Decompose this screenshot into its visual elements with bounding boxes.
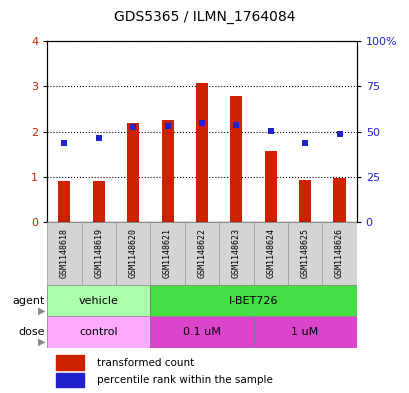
Bar <box>127 123 139 222</box>
Text: GSM1148621: GSM1148621 <box>163 228 172 279</box>
Text: ▶: ▶ <box>38 337 45 347</box>
Text: ▶: ▶ <box>38 305 45 315</box>
Text: GSM1148624: GSM1148624 <box>265 228 274 279</box>
Bar <box>56 373 84 387</box>
Point <box>301 140 308 146</box>
Text: vehicle: vehicle <box>79 296 118 306</box>
Text: I-BET726: I-BET726 <box>228 296 278 306</box>
Text: GSM1148618: GSM1148618 <box>60 228 69 279</box>
Text: GSM1148620: GSM1148620 <box>128 228 137 279</box>
Bar <box>150 222 184 285</box>
Bar <box>218 222 253 285</box>
Bar <box>230 96 242 222</box>
Bar <box>287 222 321 285</box>
Text: transformed count: transformed count <box>97 358 193 367</box>
Bar <box>47 285 150 316</box>
Point <box>198 119 204 126</box>
Bar <box>150 285 356 316</box>
Point <box>130 124 136 130</box>
Text: percentile rank within the sample: percentile rank within the sample <box>97 375 272 385</box>
Point <box>61 140 67 146</box>
Bar <box>47 222 81 285</box>
Bar <box>196 83 207 222</box>
Bar <box>298 180 310 222</box>
Point <box>232 122 239 128</box>
Bar <box>253 222 287 285</box>
Text: control: control <box>79 327 118 337</box>
Text: GDS5365 / ILMN_1764084: GDS5365 / ILMN_1764084 <box>114 10 295 24</box>
Bar <box>47 316 150 348</box>
Bar <box>264 151 276 222</box>
Text: GSM1148619: GSM1148619 <box>94 228 103 279</box>
Bar <box>58 181 70 222</box>
Text: GSM1148622: GSM1148622 <box>197 228 206 279</box>
Bar <box>253 316 356 348</box>
Bar <box>81 222 116 285</box>
Bar <box>321 222 356 285</box>
Text: GSM1148625: GSM1148625 <box>300 228 309 279</box>
Point <box>267 128 273 134</box>
Text: agent: agent <box>13 296 45 306</box>
Bar <box>56 355 84 370</box>
Point <box>335 131 342 137</box>
Point <box>164 123 171 129</box>
Text: GSM1148623: GSM1148623 <box>231 228 240 279</box>
Text: GSM1148626: GSM1148626 <box>334 228 343 279</box>
Text: 1 uM: 1 uM <box>291 327 318 337</box>
Text: dose: dose <box>18 327 45 337</box>
Point <box>95 135 102 141</box>
Bar <box>150 316 253 348</box>
Bar <box>333 178 345 222</box>
Bar <box>116 222 150 285</box>
Bar <box>184 222 218 285</box>
Bar <box>92 181 105 222</box>
Bar <box>161 120 173 222</box>
Text: 0.1 uM: 0.1 uM <box>182 327 220 337</box>
